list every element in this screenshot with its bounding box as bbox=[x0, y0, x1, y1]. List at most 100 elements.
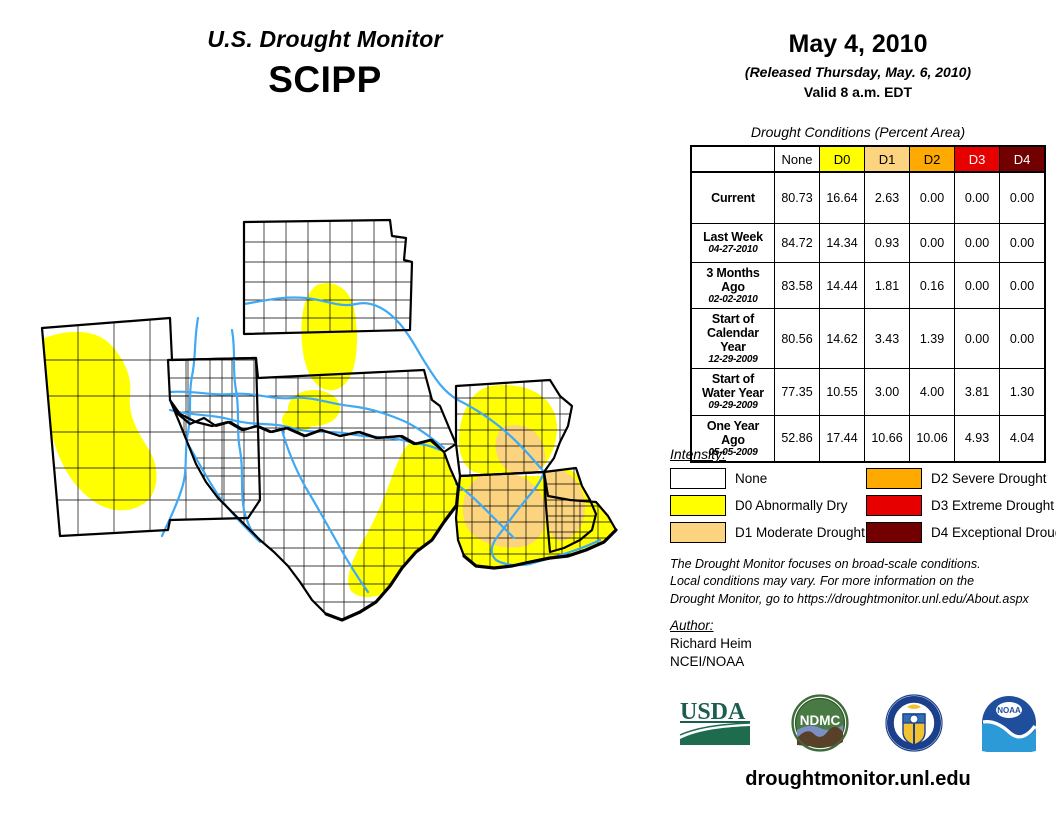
row-label-date: 05-05-2009 bbox=[708, 446, 758, 458]
legend-item: D4 Exceptional Drought bbox=[866, 522, 1056, 543]
table-row: 3 Months Ago 02-02-2010 83.58 14.44 1.81 0.16… bbox=[690, 261, 1046, 310]
row-label-name: One Year Ago bbox=[706, 418, 760, 447]
legend-label: D0 Abnormally Dry bbox=[735, 498, 848, 513]
table-cell-none: 77.35 bbox=[774, 368, 820, 416]
title-main: U.S. Drought Monitor bbox=[207, 26, 443, 52]
table-cell-d4: 1.30 bbox=[999, 368, 1046, 416]
legend-swatch bbox=[670, 522, 726, 543]
noaa-logo: NOAA bbox=[980, 695, 1037, 752]
row-label-name: Last Week bbox=[703, 230, 763, 245]
drought-map-svg bbox=[40, 218, 618, 622]
county-boundaries bbox=[42, 220, 616, 620]
valid-time: Valid 8 a.m. EDT bbox=[803, 84, 913, 100]
page-title: U.S. Drought Monitor SCIPP bbox=[0, 26, 650, 101]
rivers bbox=[160, 296, 602, 594]
row-label-name: 3 Months Ago bbox=[706, 266, 760, 294]
table-body: Current 80.73 16.64 2.63 0.00 0.00 0.00 Last We… bbox=[690, 171, 1046, 463]
table-corner-cell bbox=[691, 146, 775, 172]
table-cell-d1: 2.63 bbox=[864, 171, 910, 224]
disclaimer-line-1: The Drought Monitor focuses on broad-sca… bbox=[670, 557, 981, 571]
svg-text:NOAA: NOAA bbox=[997, 706, 1021, 715]
table-cell-d4: 0.00 bbox=[999, 308, 1046, 370]
row-label: Start of Water Year 09-29-2009 bbox=[690, 368, 775, 416]
table-cell-d3: 0.00 bbox=[954, 308, 1000, 370]
legend-label: D1 Moderate Drought bbox=[735, 525, 865, 540]
logo-row: USDA NDMC bbox=[660, 692, 1056, 754]
site-url: droughtmonitor.unl.edu bbox=[745, 768, 971, 790]
table-cell-d0: 14.62 bbox=[819, 308, 865, 370]
row-label-date: 09-29-2009 bbox=[708, 400, 758, 412]
author-label: Author: bbox=[670, 618, 714, 633]
column-header-d0: D0 bbox=[819, 145, 865, 173]
column-header-d4: D4 bbox=[999, 145, 1046, 173]
legend-swatch bbox=[866, 495, 922, 516]
svg-text:USDA: USDA bbox=[680, 699, 746, 725]
table-cell-none: 84.72 bbox=[774, 223, 820, 263]
table-row: Start of Calendar Year 12-29-2009 80.56 14.6… bbox=[690, 308, 1046, 370]
table-cell-d2: 4.00 bbox=[909, 368, 955, 416]
table-cell-d4: 4.04 bbox=[999, 414, 1046, 463]
table-cell-d4: 0.00 bbox=[999, 223, 1046, 263]
disclaimer-line-2: Local conditions may vary. For more info… bbox=[670, 574, 975, 589]
table-cell-d3: 0.00 bbox=[954, 171, 1000, 224]
valid-date: May 4, 2010 bbox=[788, 30, 928, 58]
table-cell-d2: 10.06 bbox=[909, 414, 955, 463]
table-cell-d0: 14.34 bbox=[819, 223, 865, 263]
table-cell-none: 83.58 bbox=[774, 261, 820, 310]
disclaimer-text: The Drought Monitor focuses on broad-sca… bbox=[670, 556, 1056, 608]
row-label-name: Water Year bbox=[702, 386, 764, 401]
table-cell-d2: 0.00 bbox=[909, 223, 955, 263]
table-cell-d0: 14.44 bbox=[819, 261, 865, 310]
table-row: Last Week 04-27-2010 84.72 14.34 0.93 0.00 0.0… bbox=[690, 223, 1046, 263]
row-label-date: 02-02-2010 bbox=[708, 294, 758, 305]
drought-area-d0-kansas bbox=[301, 283, 357, 391]
table-header-row: None D0 D1 D2 D3 D4 bbox=[691, 145, 1046, 173]
table-row: One Year Ago 05-05-2009 52.86 17.44 10.66 10.… bbox=[690, 414, 1046, 463]
table-cell-d0: 16.64 bbox=[819, 171, 865, 224]
usda-logo: USDA bbox=[679, 699, 751, 745]
table-cell-d1: 3.00 bbox=[864, 368, 910, 416]
table-cell-d3: 0.00 bbox=[954, 223, 1000, 263]
row-label-date: 04-27-2010 bbox=[708, 244, 758, 256]
table-cell-d3: 0.00 bbox=[954, 261, 1000, 310]
commerce-seal-logo bbox=[885, 694, 943, 752]
row-label-name: Calendar Year bbox=[707, 326, 759, 355]
svg-text:NDMC: NDMC bbox=[800, 713, 841, 728]
table-cell-d1: 0.93 bbox=[864, 223, 910, 263]
column-header-d3: D3 bbox=[954, 145, 1000, 173]
legend-label: D2 Severe Drought bbox=[931, 471, 1047, 486]
table-cell-none: 80.56 bbox=[774, 308, 820, 370]
table-cell-none: 52.86 bbox=[774, 414, 820, 463]
legend-swatch bbox=[670, 468, 726, 489]
legend-label: None bbox=[735, 471, 768, 486]
column-header-d1: D1 bbox=[864, 145, 910, 173]
table-cell-d2: 1.39 bbox=[909, 308, 955, 370]
drought-conditions-table: None D0 D1 D2 D3 D4 Current 80.73 16.64 2.6… bbox=[690, 145, 1046, 463]
table-cell-d2: 0.16 bbox=[909, 261, 955, 310]
legend-label: D3 Extreme Drought bbox=[931, 498, 1055, 513]
table-cell-d0: 10.55 bbox=[819, 368, 865, 416]
row-label: Current bbox=[690, 171, 775, 224]
row-label-name: Start of bbox=[711, 312, 755, 327]
row-label-name: Current bbox=[711, 191, 755, 205]
author-block: Author: Richard Heim NCEI/NOAA bbox=[670, 618, 970, 669]
legend-item: D0 Abnormally Dry bbox=[670, 495, 866, 516]
row-label: Last Week 04-27-2010 bbox=[690, 223, 775, 263]
row-label-date: 12-29-2009 bbox=[708, 354, 758, 366]
legend-item: None bbox=[670, 468, 866, 489]
row-label: Start of Calendar Year 12-29-2009 bbox=[690, 308, 775, 370]
table-row: Current 80.73 16.64 2.63 0.00 0.00 0.00 bbox=[690, 171, 1046, 224]
author-affiliation: NCEI/NOAA bbox=[670, 654, 745, 669]
table-row: Start of Water Year 09-29-2009 77.35 10.55 3.… bbox=[690, 368, 1046, 416]
row-label-name: Start of bbox=[711, 372, 755, 387]
legend-swatch bbox=[670, 495, 726, 516]
date-header: May 4, 2010 (Released Thursday, May. 6, … bbox=[660, 30, 1056, 100]
column-header-none: None bbox=[774, 145, 820, 173]
table-cell-d2: 0.00 bbox=[909, 171, 955, 224]
table-cell-d3: 4.93 bbox=[954, 414, 1000, 463]
table-cell-d3: 3.81 bbox=[954, 368, 1000, 416]
table-cell-d4: 0.00 bbox=[999, 261, 1046, 310]
legend-swatch bbox=[866, 468, 922, 489]
intensity-legend: Intensity: None D2 Severe Drought D0 Abnor… bbox=[670, 446, 1056, 543]
